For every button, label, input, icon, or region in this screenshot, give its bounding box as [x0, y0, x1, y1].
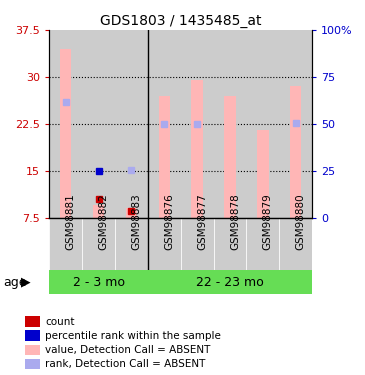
Bar	[257, 130, 269, 218]
Bar	[82, 217, 115, 270]
Text: GSM98881: GSM98881	[66, 194, 76, 250]
Bar	[181, 217, 214, 270]
Text: GSM98879: GSM98879	[263, 194, 273, 250]
Text: percentile rank within the sample: percentile rank within the sample	[45, 331, 221, 341]
Text: GSM98878: GSM98878	[230, 194, 240, 250]
Text: GSM98883: GSM98883	[131, 194, 141, 250]
Text: GSM98876: GSM98876	[164, 194, 174, 250]
Bar	[246, 30, 279, 217]
Text: value, Detection Call = ABSENT: value, Detection Call = ABSENT	[45, 345, 211, 355]
Bar	[49, 270, 148, 294]
Text: GSM98877: GSM98877	[197, 194, 207, 250]
Bar	[49, 30, 82, 217]
Bar	[246, 217, 279, 270]
Text: 2 - 3 mo: 2 - 3 mo	[73, 276, 124, 289]
Bar	[224, 96, 236, 218]
Bar	[25, 358, 40, 369]
Text: rank, Detection Call = ABSENT: rank, Detection Call = ABSENT	[45, 359, 205, 369]
Bar	[181, 30, 214, 217]
Text: GSM98880: GSM98880	[296, 194, 306, 250]
Bar	[25, 345, 40, 355]
Bar	[148, 217, 181, 270]
Title: GDS1803 / 1435485_at: GDS1803 / 1435485_at	[100, 13, 261, 28]
Bar	[214, 217, 246, 270]
Bar	[158, 96, 170, 218]
Bar	[60, 49, 72, 217]
Bar	[25, 316, 40, 327]
Text: count: count	[45, 317, 74, 327]
Bar	[126, 208, 137, 218]
Text: GSM98882: GSM98882	[99, 194, 108, 250]
Text: 22 - 23 mo: 22 - 23 mo	[196, 276, 264, 289]
Bar	[49, 217, 82, 270]
Bar	[25, 330, 40, 340]
Bar	[191, 80, 203, 218]
Bar	[93, 205, 104, 218]
Bar	[82, 30, 115, 217]
Bar	[290, 86, 301, 218]
Bar	[148, 270, 312, 294]
Bar	[115, 217, 148, 270]
Bar	[115, 30, 148, 217]
Text: ▶: ▶	[22, 276, 31, 289]
Text: age: age	[4, 276, 27, 289]
Bar	[148, 30, 181, 217]
Bar	[214, 30, 246, 217]
Bar	[279, 30, 312, 217]
Bar	[279, 217, 312, 270]
